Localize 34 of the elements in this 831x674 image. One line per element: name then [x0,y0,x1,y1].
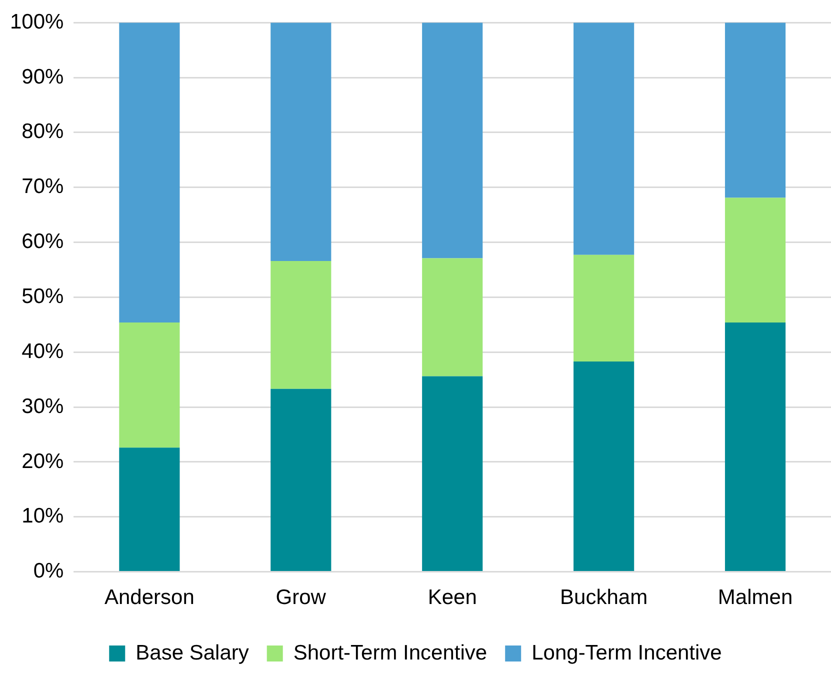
bar [422,258,483,376]
y-tick-label: 60% [22,230,64,254]
bar [574,361,634,572]
x-tick-label: Malmen [718,586,793,610]
bar [422,376,483,572]
legend-label: Base Salary [136,641,250,664]
y-tick-label: 100% [10,10,64,34]
y-tick-label: 10% [22,504,64,528]
y-tick-label: 50% [22,284,64,308]
bar [724,322,786,572]
bar [119,448,180,572]
x-tick-label: Buckham [560,586,648,610]
y-tick-label: 90% [22,65,64,88]
legend-label: Long-Term Incentive [532,641,722,664]
y-tick-label: 20% [22,450,64,473]
y-tick-label: 30% [22,394,64,418]
bar [422,22,483,258]
x-tick-label: Keen [428,586,477,610]
y-tick-label: 0% [33,560,64,583]
bar [119,322,180,448]
x-tick-label: Anderson [104,586,194,610]
bar [270,22,332,261]
x-tick-label: Grow [276,586,327,610]
y-tick-label: 70% [22,175,64,198]
bar [724,22,786,198]
bar [724,198,786,322]
bar [119,22,180,322]
bar [574,254,634,362]
bar [270,260,332,389]
bar [270,388,332,572]
bar [574,22,634,255]
y-tick-label: 40% [22,340,64,363]
legend-label: Short-Term Incentive [293,641,488,664]
y-tick-label: 80% [22,120,64,144]
